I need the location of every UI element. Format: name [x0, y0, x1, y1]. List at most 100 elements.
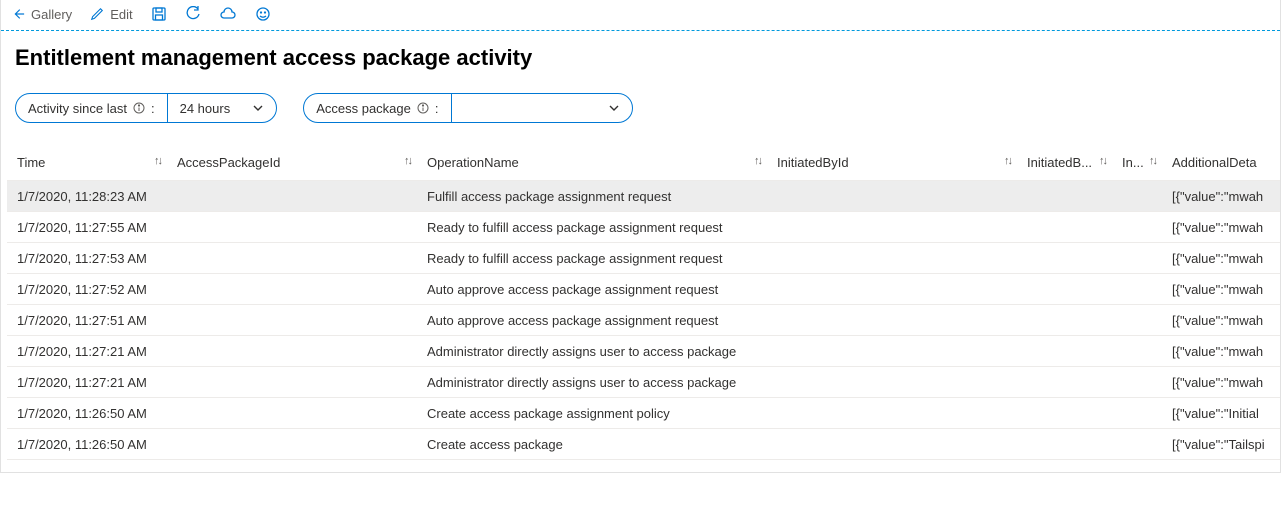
sort-icon: ↑↓	[754, 155, 761, 167]
cell-initb	[1017, 398, 1112, 429]
cell-time: 1/7/2020, 11:27:21 AM	[7, 367, 167, 398]
cell-add: [{"value":"mwah	[1162, 367, 1281, 398]
cell-initid	[767, 367, 1017, 398]
cell-pkgid	[167, 212, 417, 243]
cell-op: Ready to fulfill access package assignme…	[417, 212, 767, 243]
refresh-button[interactable]	[185, 6, 201, 22]
table-container: Time↑↓ AccessPackageId↑↓ OperationName↑↓…	[1, 133, 1280, 460]
cell-op: Administrator directly assigns user to a…	[417, 336, 767, 367]
col-header-time[interactable]: Time↑↓	[7, 149, 167, 181]
table-row[interactable]: 1/7/2020, 11:26:50 AMCreate access packa…	[7, 429, 1281, 460]
feedback-button[interactable]	[255, 6, 271, 22]
cell-time: 1/7/2020, 11:27:52 AM	[7, 274, 167, 305]
page-title: Entitlement management access package ac…	[1, 31, 1280, 71]
cell-add: [{"value":"mwah	[1162, 181, 1281, 212]
col-header-accesspackageid[interactable]: AccessPackageId↑↓	[167, 149, 417, 181]
chevron-down-icon	[608, 102, 620, 114]
cell-in	[1112, 212, 1162, 243]
gallery-button[interactable]: Gallery	[11, 7, 72, 22]
table-row[interactable]: 1/7/2020, 11:27:52 AM Auto approve access…	[7, 274, 1281, 305]
cell-initid	[767, 212, 1017, 243]
cell-pkgid	[167, 367, 417, 398]
toolbar: Gallery Edit	[1, 0, 1280, 31]
cell-in	[1112, 398, 1162, 429]
pencil-icon	[90, 7, 104, 21]
save-icon	[151, 6, 167, 22]
cell-initid	[767, 274, 1017, 305]
colon: :	[435, 101, 439, 116]
cell-op: Auto approve access package assignment r…	[417, 305, 767, 336]
cell-initid	[767, 429, 1017, 460]
cell-time: 1/7/2020, 11:27:55 AM	[7, 212, 167, 243]
table-row[interactable]: 1/7/2020, 11:27:53 AM Ready to fulfill ac…	[7, 243, 1281, 274]
cell-op: Create access package assignment policy	[417, 398, 767, 429]
table-header-row: Time↑↓ AccessPackageId↑↓ OperationName↑↓…	[7, 149, 1281, 181]
table-row[interactable]: 1/7/2020, 11:27:51 AMAuto approve access…	[7, 305, 1281, 336]
col-header-initiatedb[interactable]: InitiatedB...↑↓	[1017, 149, 1112, 181]
sort-icon: ↑↓	[404, 155, 411, 167]
cell-pkgid	[167, 274, 417, 305]
col-header-in[interactable]: In...↑↓	[1112, 149, 1162, 181]
cell-in	[1112, 243, 1162, 274]
cell-pkgid	[167, 243, 417, 274]
smiley-icon	[255, 6, 271, 22]
cell-op: Ready to fulfill access package assignme…	[417, 243, 767, 274]
cloud-button[interactable]	[219, 6, 237, 22]
cell-add: [{"value":"mwah	[1162, 336, 1281, 367]
table-row[interactable]: 1/7/2020, 11:27:21 AM Administrator direc…	[7, 367, 1281, 398]
activity-since-label: Activity since last	[28, 101, 127, 116]
cell-initb	[1017, 243, 1112, 274]
cell-pkgid	[167, 336, 417, 367]
table-row[interactable]: 1/7/2020, 11:26:50 AM Create access packa…	[7, 398, 1281, 429]
edit-label: Edit	[110, 7, 132, 22]
edit-button[interactable]: Edit	[90, 7, 132, 22]
table-row[interactable]: 1/7/2020, 11:28:23 AM Fulfill access pack…	[7, 181, 1281, 212]
cell-initb	[1017, 367, 1112, 398]
cell-initb	[1017, 181, 1112, 212]
cell-time: 1/7/2020, 11:27:21 AM	[7, 336, 167, 367]
cell-in	[1112, 429, 1162, 460]
col-header-operationname[interactable]: OperationName↑↓	[417, 149, 767, 181]
panel: Gallery Edit Entitlement management acce…	[0, 0, 1281, 473]
gallery-label: Gallery	[31, 7, 72, 22]
cell-add: [{"value":"Tailspi	[1162, 429, 1281, 460]
cell-pkgid	[167, 181, 417, 212]
cell-pkgid	[167, 398, 417, 429]
col-header-initiatedbyid[interactable]: InitiatedById↑↓	[767, 149, 1017, 181]
cell-initid	[767, 305, 1017, 336]
cell-in	[1112, 181, 1162, 212]
arrow-left-icon	[11, 7, 25, 21]
cell-time: 1/7/2020, 11:26:50 AM	[7, 398, 167, 429]
activity-since-value: 24 hours	[180, 101, 231, 116]
table-row[interactable]: 1/7/2020, 11:27:55 AM Ready to fulfill ac…	[7, 212, 1281, 243]
cell-time: 1/7/2020, 11:27:53 AM	[7, 243, 167, 274]
cell-initid	[767, 243, 1017, 274]
filters-bar: Activity since last : 24 hours Access pa…	[1, 71, 1280, 133]
info-icon	[417, 102, 429, 114]
cell-pkgid	[167, 429, 417, 460]
cell-time: 1/7/2020, 11:26:50 AM	[7, 429, 167, 460]
cell-time: 1/7/2020, 11:28:23 AM	[7, 181, 167, 212]
sort-icon: ↑↓	[1099, 155, 1106, 167]
cell-initb	[1017, 336, 1112, 367]
cell-op: Fulfill access package assignment reques…	[417, 181, 767, 212]
cell-in	[1112, 274, 1162, 305]
cell-op: Auto approve access package assignment r…	[417, 274, 767, 305]
cloud-icon	[219, 6, 237, 22]
info-icon	[133, 102, 145, 114]
col-header-additionaldeta[interactable]: AdditionalDeta	[1162, 149, 1281, 181]
cell-add: [{"value":"mwah	[1162, 305, 1281, 336]
activity-since-filter[interactable]: Activity since last : 24 hours	[15, 93, 277, 123]
access-package-filter[interactable]: Access package :	[303, 93, 632, 123]
cell-op: Administrator directly assigns user to a…	[417, 367, 767, 398]
cell-in	[1112, 305, 1162, 336]
access-package-label: Access package	[316, 101, 411, 116]
cell-initid	[767, 336, 1017, 367]
sort-icon: ↑↓	[1149, 155, 1156, 167]
save-button[interactable]	[151, 6, 167, 22]
colon: :	[151, 101, 155, 116]
table-row[interactable]: 1/7/2020, 11:27:21 AM Administrator direc…	[7, 336, 1281, 367]
cell-initb	[1017, 212, 1112, 243]
sort-icon: ↑↓	[154, 155, 161, 167]
cell-add: [{"value":"Initial	[1162, 398, 1281, 429]
